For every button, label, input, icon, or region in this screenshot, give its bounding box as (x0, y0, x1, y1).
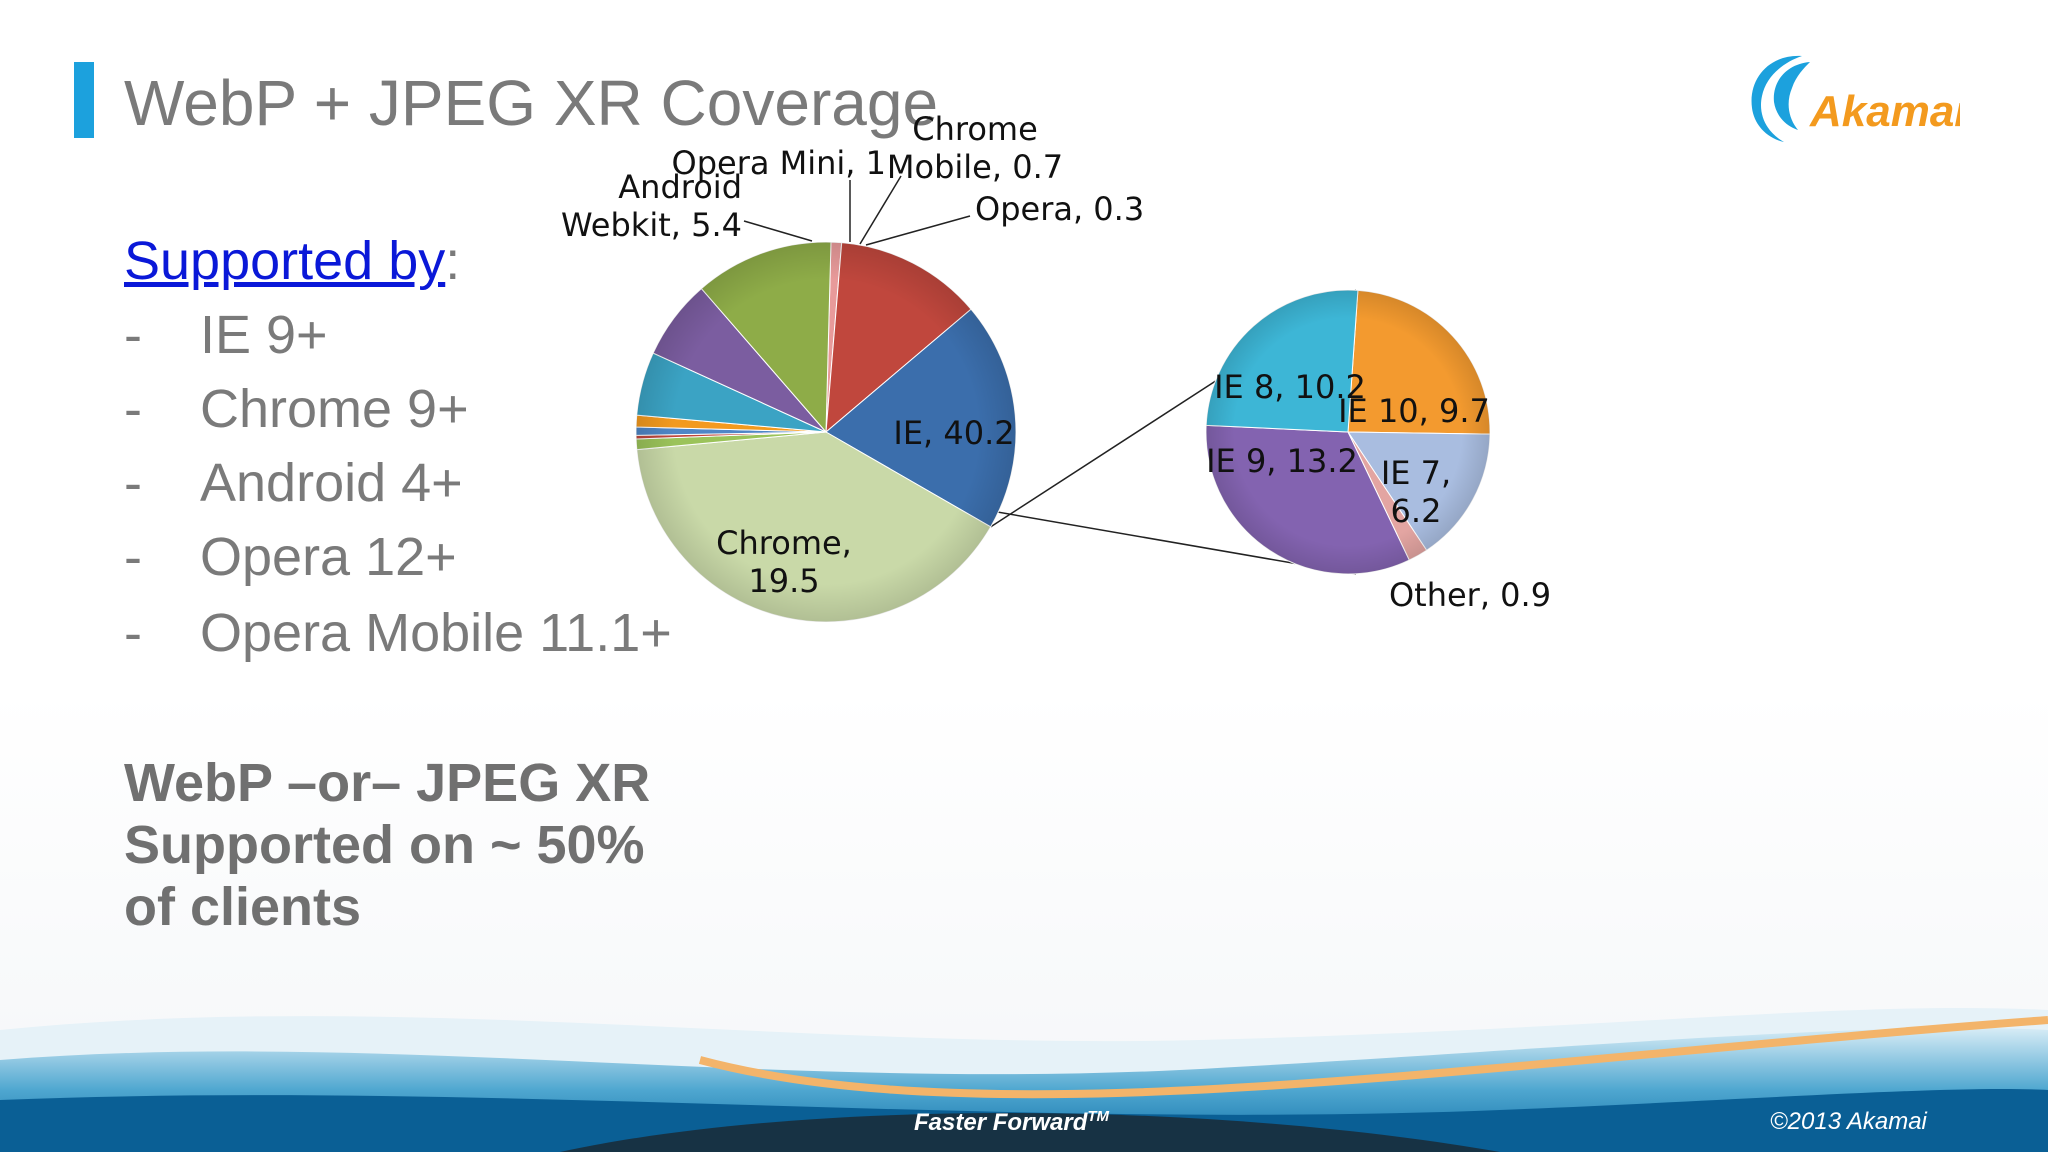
main-pie (635, 241, 1017, 623)
tagline-text: Faster Forward (914, 1109, 1088, 1136)
coverage-summary: WebP –or– JPEG XR Supported on ~ 50% of … (124, 752, 744, 938)
footer-banner (0, 1007, 2048, 1152)
leader-line (743, 220, 813, 242)
footer-tagline: Faster ForwardTM (914, 1108, 1109, 1137)
data-label-ie-8: IE 8, 10.2 (1214, 368, 1366, 406)
footer-copyright: ©2013 Akamai (1770, 1108, 1927, 1135)
data-label-other: Other, 0.9 (1389, 576, 1551, 614)
akamai-logo: Akamai (1751, 55, 1960, 142)
data-label-ie: IE, 40.2 (893, 414, 1014, 452)
data-label-opera: Opera, 0.3 (975, 190, 1144, 228)
bullet-dash: - (124, 453, 142, 513)
data-label-opera-mini: Opera Mini, 1 (672, 144, 887, 182)
summary-line: Supported on ~ 50% (124, 815, 645, 875)
pie-shading (1206, 290, 1490, 574)
ie-breakdown-pie (1205, 289, 1491, 575)
list-item-label: Chrome 9+ (200, 379, 469, 439)
bullet-dash: - (124, 379, 142, 439)
bullet-dash: - (124, 603, 142, 663)
list-item: - Android 4+ (124, 452, 463, 514)
data-label-ie-7: IE 7, 6.2 (1381, 454, 1451, 530)
list-item-label: Opera 12+ (200, 527, 457, 587)
summary-line: of clients (124, 877, 362, 937)
list-item: - IE 9+ (124, 304, 328, 366)
list-item: - Chrome 9+ (124, 378, 469, 440)
logo-text: Akamai (1809, 87, 1960, 136)
tagline-trademark: TM (1087, 1108, 1110, 1125)
supported-by-colon: : (445, 231, 461, 291)
bullet-dash: - (124, 305, 142, 365)
list-item: - Opera 12+ (124, 526, 457, 588)
list-item-label: Opera Mobile 11.1+ (200, 603, 672, 663)
supported-by-link[interactable]: Supported by (124, 231, 446, 291)
data-label-android-webkit: Android Webkit, 5.4 (561, 168, 742, 244)
title-accent-bar (74, 62, 94, 138)
data-label-ie-10: IE 10, 9.7 (1338, 392, 1490, 430)
list-item-label: IE 9+ (200, 305, 328, 365)
chart-labels: Chrome, 19.5 IE, 40.2 Opera, 0.3 Chrome Mobil… (561, 110, 1551, 614)
list-item: - Opera Mobile 11.1+ (124, 602, 672, 664)
slide-title: WebP + JPEG XR Coverage (124, 67, 939, 139)
leader-line (865, 215, 971, 246)
data-label-chrome: Chrome, 19.5 (716, 524, 852, 600)
data-label-ie-9: IE 9, 13.2 (1206, 442, 1358, 480)
list-item-label: Android 4+ (200, 453, 463, 513)
summary-line: WebP –or– JPEG XR (124, 753, 651, 813)
supported-by-heading: Supported by: (124, 230, 460, 292)
pie-shading (636, 242, 1016, 622)
data-label-chrome-mobile: Chrome Mobile, 0.7 (887, 110, 1063, 186)
bullet-dash: - (124, 527, 142, 587)
leader-line (859, 175, 902, 245)
